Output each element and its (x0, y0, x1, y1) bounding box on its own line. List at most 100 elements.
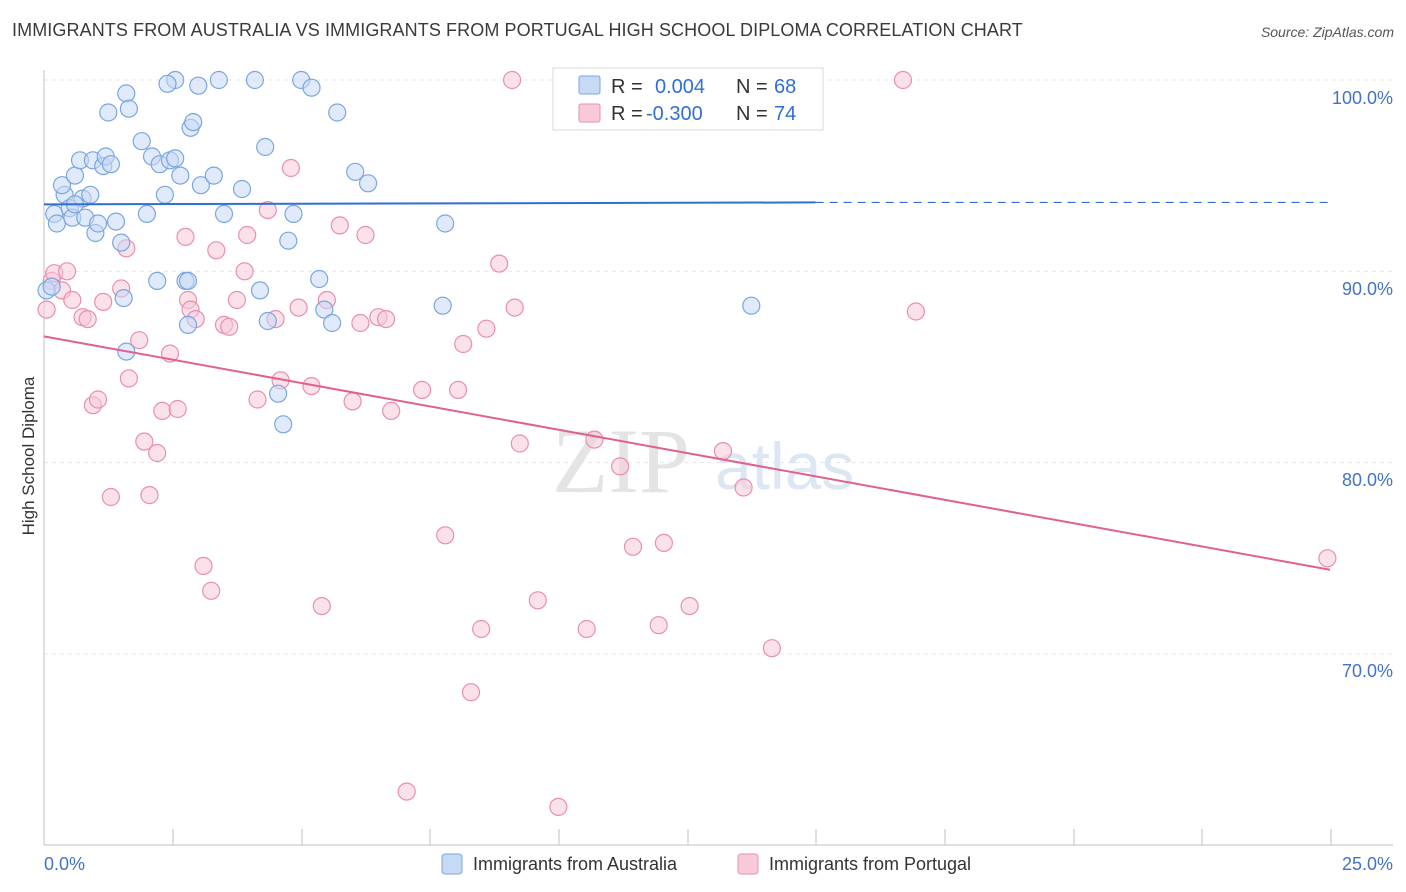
portugal-point-66 (623, 537, 643, 556)
australia-point-41 (256, 137, 275, 157)
australia-point-30 (171, 166, 190, 185)
portugal-point-18 (148, 443, 167, 463)
portugal-point-50 (397, 782, 416, 801)
portugal-point-33 (238, 225, 257, 245)
portugal-point-58 (490, 254, 509, 273)
series-legend: Immigrants from Australia Immigrants fro… (441, 853, 971, 875)
portugal-point-26 (194, 556, 213, 576)
portugal-point-44 (343, 392, 362, 411)
australia-point-62 (99, 103, 118, 122)
portugal-point-27 (202, 581, 221, 600)
portugal-point-31 (227, 290, 246, 310)
portugal-point-75 (1318, 549, 1337, 568)
portugal-point-73 (893, 70, 913, 90)
australia-point-4 (52, 176, 72, 195)
legend-australia-marker (441, 853, 463, 875)
portugal-point-49 (382, 401, 401, 420)
portugal-point-30 (220, 317, 239, 336)
australia-point-40 (250, 281, 270, 300)
portugal-point-34 (248, 390, 267, 409)
australia-point-54 (436, 214, 455, 233)
portugal-point-15 (130, 331, 149, 350)
australia-point-32 (178, 315, 198, 334)
legend-australia-n-label: N = (736, 76, 768, 98)
portugal-point-72 (762, 639, 782, 658)
portugal-point-52 (436, 526, 455, 545)
legend-australia-r-value: 0.004 (655, 76, 705, 98)
legend-australia-n-value: 68 (774, 76, 796, 98)
watermark: ZIP atlas (552, 410, 854, 512)
australia-point-36 (191, 176, 210, 195)
australia-point-51 (328, 103, 347, 122)
australia-point-34 (184, 112, 203, 132)
legend-portugal-label: Immigrants from Portugal (769, 854, 971, 874)
australia-point-45 (279, 231, 298, 250)
portugal-point-63 (577, 619, 596, 639)
portugal-point-59 (505, 298, 524, 317)
australia-point-52 (346, 162, 365, 181)
portugal-point-16 (135, 432, 154, 451)
australia-point-18 (106, 212, 126, 231)
portugal-point-10 (94, 292, 113, 311)
australia-point-57 (209, 70, 228, 90)
portugal-point-21 (168, 399, 187, 419)
x-tick-label-max: 25.0% (1342, 854, 1393, 874)
portugal-point-17 (140, 486, 159, 505)
australia-point-29 (166, 149, 185, 168)
australia-point-44 (274, 415, 293, 434)
australia-trend-line (43, 201, 816, 206)
australia-point-61 (742, 296, 761, 315)
y-tick-label-80: 80.0% (1342, 470, 1393, 490)
legend-portugal-swatch (578, 103, 601, 123)
portugal-point-51 (413, 380, 432, 399)
australia-point-48 (310, 269, 329, 289)
portugal-point-54 (454, 334, 473, 354)
australia-point-49 (315, 300, 334, 319)
legend-australia-label: Immigrants from Australia (473, 854, 678, 874)
portugal-point-68 (654, 533, 674, 553)
legend-portugal-n-label: N = (736, 103, 768, 125)
australia-point-37 (204, 166, 223, 185)
australia-point-67 (158, 74, 177, 93)
portugal-point-61 (528, 591, 547, 610)
portugal-point-7 (78, 310, 97, 329)
portugal-point-64 (585, 430, 604, 449)
portugal-point-39 (289, 298, 308, 317)
y-axis-label: High School Diploma (19, 376, 38, 535)
trend-lines (43, 201, 1331, 571)
x-axis-ticks (43, 829, 1332, 845)
y-tick-labels: 70.0% 80.0% 90.0% 100.0% (1332, 88, 1393, 681)
australia-point-20 (117, 84, 136, 103)
portugal-point-70 (713, 442, 733, 461)
portugal-trend-line (43, 335, 1331, 571)
australia-point-65 (114, 289, 133, 308)
grid-lines (44, 79, 1393, 655)
y-tick-label-90: 90.0% (1342, 279, 1393, 299)
australia-point-58 (245, 70, 264, 90)
y-tick-label-100: 100.0% (1332, 88, 1393, 108)
portugal-point-69 (680, 596, 699, 616)
portugal-point-71 (734, 478, 753, 497)
portugal-point-43 (330, 216, 349, 235)
australia-point-22 (132, 132, 151, 151)
portugal-point-11 (101, 487, 121, 507)
legend-portugal-n-value: 74 (774, 103, 796, 125)
portugal-point-56 (472, 619, 491, 639)
portugal-point-65 (610, 457, 630, 476)
portugal-point-0 (37, 300, 56, 319)
legend-portugal-r-value: -0.300 (646, 103, 703, 125)
portugal-point-76 (502, 70, 522, 90)
portugal-point-62 (549, 797, 568, 817)
australia-point-66 (42, 277, 61, 296)
legend-australia-swatch (578, 75, 601, 95)
australia-point-50 (323, 313, 342, 333)
x-tick-label-min: 0.0% (44, 854, 85, 874)
legend-portugal-r-label: R = (611, 103, 643, 125)
portugal-point-57 (477, 319, 496, 338)
portugal-point-5 (63, 290, 82, 310)
portugal-point-74 (906, 302, 926, 321)
australia-point-7 (65, 166, 85, 185)
portugal-point-14 (119, 369, 138, 388)
australia-point-23 (137, 204, 156, 223)
